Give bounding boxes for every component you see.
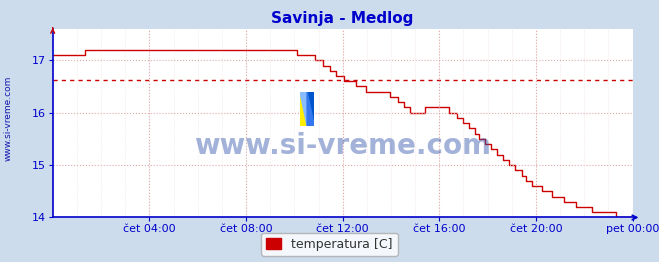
Bar xyxy=(300,92,307,126)
Legend: temperatura [C]: temperatura [C] xyxy=(261,233,398,256)
Polygon shape xyxy=(300,92,307,126)
Text: www.si-vreme.com: www.si-vreme.com xyxy=(194,132,491,160)
Text: www.si-vreme.com: www.si-vreme.com xyxy=(3,75,13,161)
Bar xyxy=(307,92,314,126)
Polygon shape xyxy=(307,92,314,126)
Title: Savinja - Medlog: Savinja - Medlog xyxy=(272,11,414,26)
